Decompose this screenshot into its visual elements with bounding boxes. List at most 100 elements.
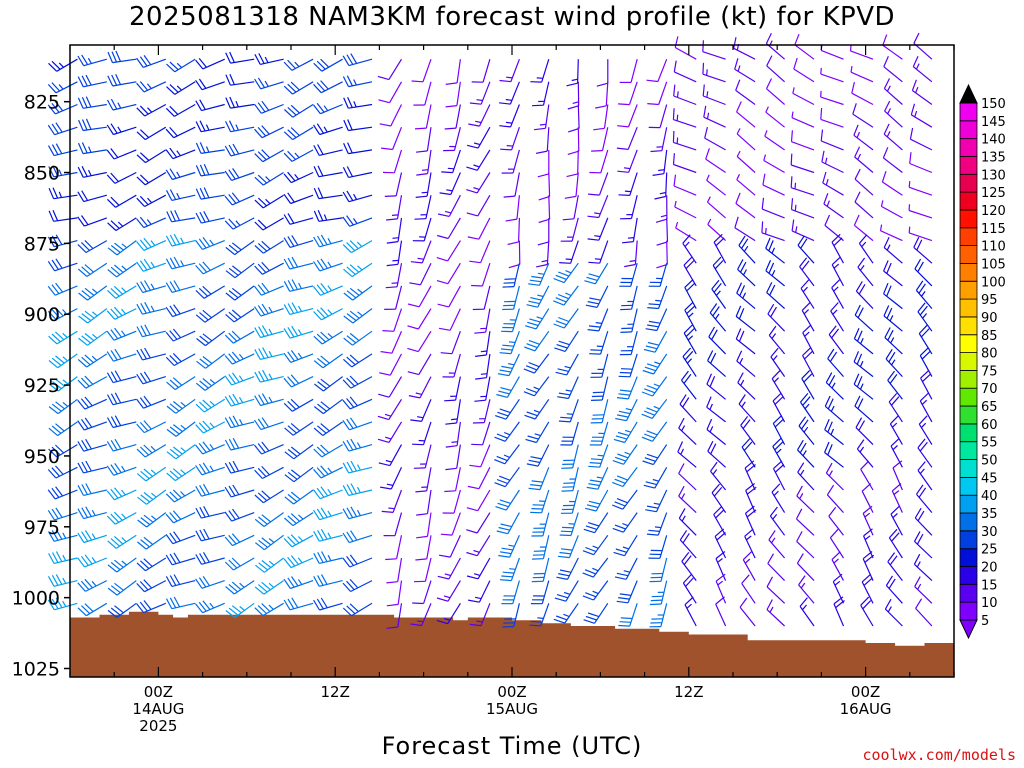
wind-barb xyxy=(77,602,108,617)
wind-barb xyxy=(313,80,343,94)
wind-barb xyxy=(412,580,432,605)
wind-barb xyxy=(617,149,638,173)
wind-barb xyxy=(136,600,167,614)
wind-barb xyxy=(566,59,579,87)
wind-barb xyxy=(587,308,609,332)
wind-barb xyxy=(802,324,815,355)
wind-barb xyxy=(494,466,520,488)
wind-barb xyxy=(380,330,403,354)
wind-barb xyxy=(106,392,137,406)
colorbar-swatch xyxy=(959,352,978,371)
wind-barb xyxy=(409,262,432,286)
wind-barb xyxy=(531,512,550,537)
wind-barb xyxy=(407,285,432,308)
wind-barb xyxy=(467,217,491,240)
wind-barb xyxy=(195,237,225,250)
wind-barb xyxy=(224,351,255,365)
x-tick-label: 12Z xyxy=(674,683,703,701)
wind-barb xyxy=(890,437,903,468)
wind-barb xyxy=(77,262,108,277)
wind-barb xyxy=(648,263,668,287)
wind-barb xyxy=(47,507,78,521)
colorbar-swatch xyxy=(959,548,978,567)
colorbar-swatch xyxy=(959,530,978,550)
wind-barb xyxy=(914,576,933,604)
wind-barb xyxy=(682,234,697,264)
y-tick-label: 900 xyxy=(24,304,60,326)
wind-barb xyxy=(910,103,933,128)
colorbar-swatch xyxy=(959,262,978,282)
wind-barb xyxy=(554,580,579,602)
wind-barb xyxy=(826,484,844,514)
wind-barb xyxy=(411,58,432,83)
wind-barb xyxy=(47,307,78,321)
wind-barb xyxy=(655,195,668,223)
wind-barb xyxy=(740,416,756,445)
wind-barb xyxy=(107,50,137,64)
wind-barb xyxy=(647,285,668,310)
wind-barb xyxy=(283,279,314,292)
wind-barb xyxy=(831,279,845,309)
wind-barb xyxy=(567,127,580,155)
wind-barb xyxy=(412,217,432,242)
wind-barb xyxy=(382,308,403,332)
wind-barb xyxy=(791,219,815,242)
wind-barb xyxy=(912,55,933,83)
wind-barb xyxy=(381,126,403,151)
wind-barb xyxy=(650,127,668,153)
wind-barb xyxy=(254,194,284,209)
wind-barb xyxy=(441,149,461,174)
wind-barb xyxy=(107,534,137,549)
wind-barb xyxy=(860,596,874,627)
surface-terrain-layer xyxy=(70,611,954,677)
wind-barb xyxy=(78,330,108,346)
wind-barb xyxy=(681,370,697,400)
wind-barb xyxy=(583,512,609,534)
wind-barb xyxy=(507,217,520,246)
credit-link[interactable]: coolwx.com/models xyxy=(862,746,1016,764)
wind-barb xyxy=(735,79,756,105)
wind-barb xyxy=(502,285,520,311)
wind-barb xyxy=(707,218,727,242)
wind-barb xyxy=(526,444,550,467)
wind-barb xyxy=(703,105,726,128)
wind-barb xyxy=(379,104,403,127)
wind-barb xyxy=(908,181,933,196)
wind-barb xyxy=(858,234,874,264)
wind-barb xyxy=(884,100,903,128)
wind-barb xyxy=(77,506,107,520)
x-tick-label: 16AUG xyxy=(840,700,892,718)
wind-barb xyxy=(107,240,137,256)
wind-barb xyxy=(678,417,697,446)
wind-barb xyxy=(918,324,933,355)
wind-barb xyxy=(883,123,903,151)
wind-barb xyxy=(284,466,314,483)
colorbar-min-arrow xyxy=(959,619,978,640)
wind-barb xyxy=(195,441,225,455)
wind-barb xyxy=(793,57,815,83)
surface-terrain xyxy=(70,611,954,677)
wind-barb xyxy=(795,508,815,536)
wind-barb xyxy=(883,260,903,287)
wind-barb xyxy=(643,467,668,489)
wind-barb xyxy=(614,557,638,580)
colorbar-label: 35 xyxy=(981,507,998,522)
wind-barb xyxy=(798,416,815,445)
wind-barb xyxy=(736,350,756,378)
wind-barb xyxy=(916,484,933,513)
wind-barb xyxy=(313,210,343,222)
wind-barb xyxy=(415,127,432,153)
colorbar-swatch xyxy=(959,227,978,247)
wind-barb xyxy=(343,308,373,324)
wind-barb xyxy=(442,489,461,514)
wind-barb xyxy=(107,285,137,299)
wind-barb xyxy=(444,467,461,493)
wind-barb xyxy=(412,421,432,446)
wind-barb xyxy=(195,211,225,224)
wind-barb xyxy=(195,164,225,177)
wind-barb xyxy=(475,353,491,380)
wind-barb xyxy=(618,172,638,196)
wind-barb xyxy=(530,59,550,83)
wind-barb xyxy=(342,215,373,227)
wind-barb xyxy=(166,421,196,437)
